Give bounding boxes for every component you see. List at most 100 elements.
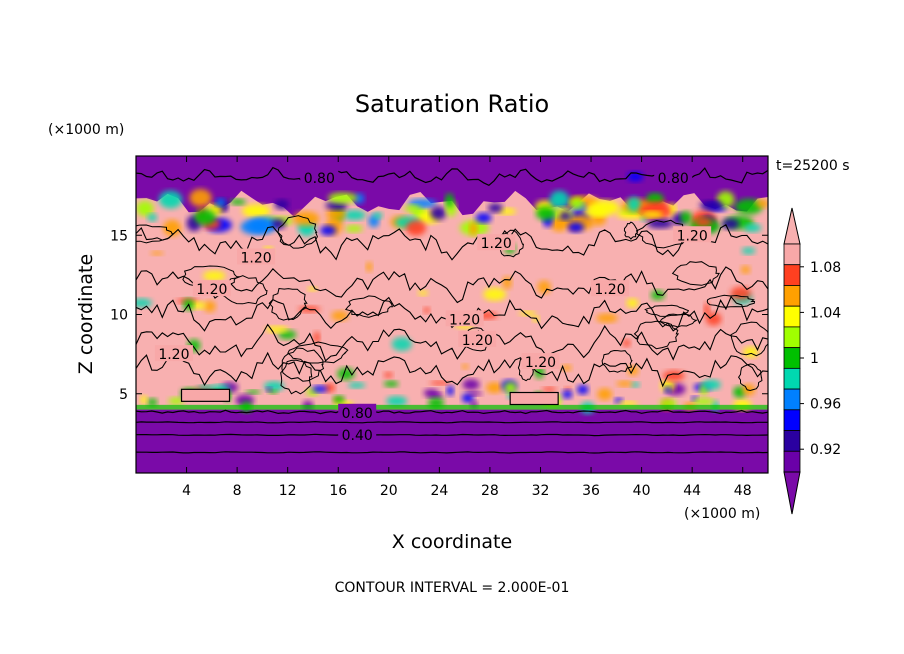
field-patch bbox=[343, 210, 366, 221]
x-tick-label: 20 bbox=[380, 483, 398, 499]
contour-label-bg bbox=[338, 425, 377, 442]
field-patch bbox=[405, 220, 427, 236]
contour-labels: 0.80 0.80 1.20 1.20 1.20 1.20 1.20 1.20 1.20 1.20… bbox=[154, 169, 712, 444]
colorbar-segment bbox=[783, 264, 801, 286]
field-patch bbox=[734, 198, 763, 215]
field-patch bbox=[741, 247, 756, 255]
x-tick-label: 4 bbox=[182, 483, 191, 499]
x-tick-label: 8 bbox=[233, 483, 242, 499]
field-patch bbox=[386, 396, 408, 407]
colorbar-segment bbox=[783, 409, 801, 431]
x-tick-label: 32 bbox=[532, 483, 550, 499]
field-patch bbox=[542, 387, 557, 392]
contour-loop bbox=[671, 261, 720, 286]
contour-label: 1.20 bbox=[449, 312, 480, 328]
field-patch bbox=[487, 203, 503, 213]
field-patch bbox=[551, 217, 568, 232]
field-patch bbox=[549, 190, 570, 209]
x-tick-label: 36 bbox=[582, 483, 600, 499]
field-patch bbox=[345, 225, 363, 233]
contour-label: 1.20 bbox=[525, 355, 556, 371]
x-tick-label: 48 bbox=[734, 483, 752, 499]
field-patch bbox=[576, 384, 589, 395]
field-patch bbox=[372, 212, 383, 219]
colorbar-segment bbox=[783, 285, 801, 307]
x-tick-label: 40 bbox=[633, 483, 651, 499]
contour-line bbox=[136, 409, 768, 415]
chart-title: Saturation Ratio bbox=[355, 90, 549, 118]
contour-label: 1.20 bbox=[158, 347, 189, 363]
field-patch bbox=[271, 218, 286, 230]
contour-line bbox=[136, 224, 768, 261]
field-patch bbox=[383, 380, 399, 387]
contour-loop bbox=[344, 295, 394, 318]
contour-label-bg bbox=[477, 234, 516, 251]
field-patch bbox=[445, 193, 454, 208]
field-patch bbox=[292, 211, 320, 226]
colorbar-segment bbox=[783, 305, 801, 328]
colorbar-segment bbox=[783, 430, 801, 452]
field-patch bbox=[664, 386, 672, 393]
field-patch bbox=[562, 389, 573, 399]
contour-loop bbox=[706, 294, 756, 308]
field-patch bbox=[203, 300, 216, 313]
colorbar-label: 1.08 bbox=[810, 260, 841, 276]
contour-label-bg bbox=[591, 280, 629, 297]
contour-loop bbox=[660, 313, 699, 328]
contour-loop bbox=[281, 347, 325, 382]
field-patch bbox=[626, 298, 639, 308]
field-patch bbox=[313, 331, 321, 344]
field-patch bbox=[241, 204, 271, 218]
field-patch bbox=[702, 379, 721, 390]
field-patch bbox=[462, 379, 480, 390]
field-patch bbox=[404, 204, 421, 213]
x-tick-label: 24 bbox=[430, 483, 448, 499]
field-patch bbox=[627, 196, 641, 212]
field-patch bbox=[230, 198, 246, 205]
contour-loop bbox=[644, 304, 690, 317]
field-patch bbox=[630, 382, 640, 388]
field-patch bbox=[596, 313, 618, 323]
contour-label-bg bbox=[673, 226, 712, 243]
contour-loop bbox=[737, 363, 763, 392]
field-patch bbox=[163, 219, 182, 237]
y-tick-label: 5 bbox=[119, 387, 128, 403]
field-patch bbox=[354, 193, 365, 204]
field-patch bbox=[567, 222, 584, 233]
contour-line bbox=[136, 433, 768, 437]
contour-label: 1.20 bbox=[677, 228, 708, 244]
field-patch bbox=[461, 363, 469, 370]
field-patch bbox=[446, 385, 454, 396]
field-patch bbox=[150, 251, 164, 256]
contour-label: 1.20 bbox=[196, 282, 227, 298]
field-patch bbox=[423, 307, 431, 314]
contour-loop bbox=[277, 215, 318, 249]
field-patch bbox=[532, 315, 540, 323]
field-patch bbox=[312, 385, 328, 393]
field-patch bbox=[136, 298, 153, 308]
contour-loop bbox=[180, 388, 231, 402]
field-patch bbox=[469, 222, 478, 236]
y-unit-label: (×1000 m) bbox=[48, 122, 124, 138]
field-patch bbox=[692, 398, 715, 406]
colorbar-segment bbox=[783, 347, 801, 369]
colorbar: 1.08 1.04 1 0.96 0.92 bbox=[783, 207, 841, 515]
contour-line bbox=[136, 295, 768, 332]
field-patch bbox=[136, 200, 154, 217]
contour-line bbox=[136, 323, 768, 362]
field-patch bbox=[240, 219, 271, 235]
contour-interval-label: CONTOUR INTERVAL = 2.000E-01 bbox=[335, 580, 570, 596]
cloud-base-strip bbox=[136, 404, 768, 410]
field-patch bbox=[622, 339, 631, 347]
field-patch bbox=[486, 382, 503, 394]
contour-line bbox=[136, 451, 768, 454]
y-tick-label: 15 bbox=[110, 228, 128, 244]
colorbar-segment bbox=[783, 450, 801, 473]
contour-loop bbox=[280, 359, 313, 395]
colorbar-segment bbox=[783, 326, 801, 349]
field-patch bbox=[194, 209, 216, 225]
contour-loop bbox=[601, 349, 633, 373]
contour-loop bbox=[136, 224, 175, 244]
contour-label: 1.20 bbox=[594, 282, 625, 298]
